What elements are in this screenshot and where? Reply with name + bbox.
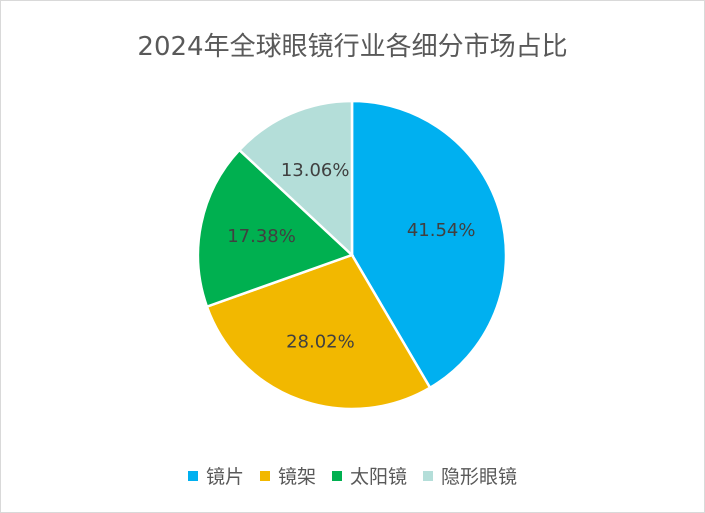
data-label: 41.54% xyxy=(407,220,476,241)
legend-item: 隐形眼镜 xyxy=(423,462,517,489)
legend-label: 太阳镜 xyxy=(350,466,408,488)
data-label: 17.38% xyxy=(227,226,296,247)
legend-item: 太阳镜 xyxy=(332,462,407,489)
chart-title: 2024年全球眼镜行业各细分市场占比 xyxy=(137,32,568,62)
data-label: 28.02% xyxy=(286,331,355,352)
legend-label: 隐形眼镜 xyxy=(441,466,518,488)
legend-label: 镜片 xyxy=(205,466,244,488)
legend-swatch xyxy=(187,470,198,481)
legend: 镜片 镜架 太阳镜 隐形眼镜 xyxy=(0,462,705,489)
pie-slice xyxy=(205,253,432,411)
legend-swatch xyxy=(259,470,270,481)
data-label: 13.06% xyxy=(281,160,350,181)
pie-slice xyxy=(196,148,355,309)
pie-slice xyxy=(237,99,354,258)
legend-item: 镜片 xyxy=(187,462,244,489)
legend-swatch xyxy=(423,470,434,481)
pie-slice xyxy=(350,99,508,390)
legend-label: 镜架 xyxy=(277,466,316,488)
legend-swatch xyxy=(332,470,342,481)
legend-item: 镜架 xyxy=(259,462,316,489)
